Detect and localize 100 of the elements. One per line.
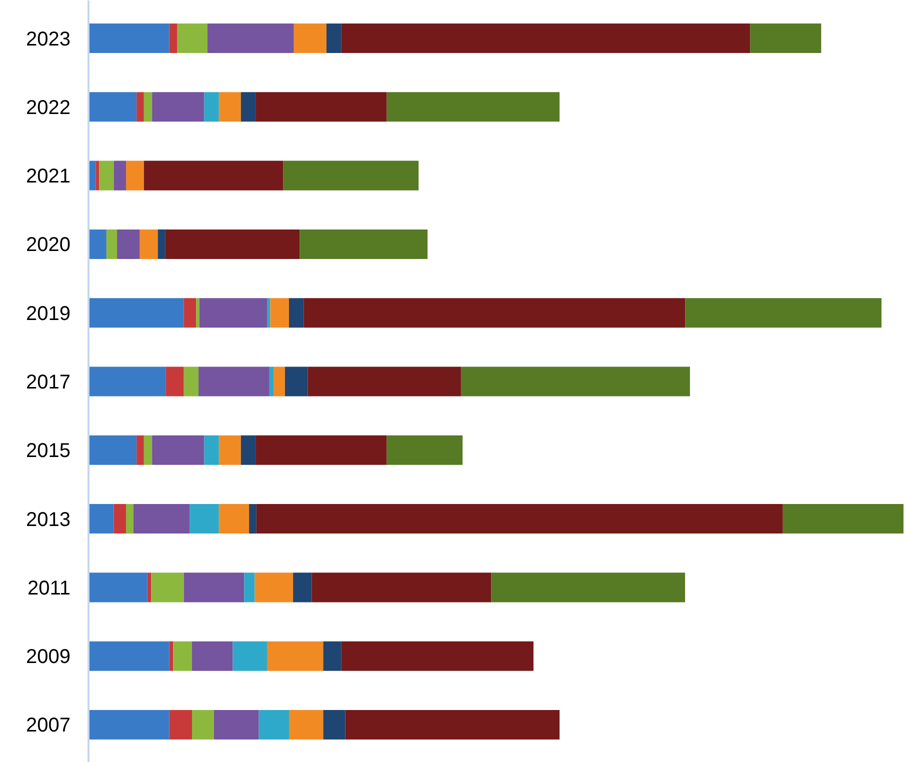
bar: [144, 160, 284, 190]
bar: [184, 298, 196, 328]
bar: [218, 92, 241, 122]
bar: [165, 229, 300, 259]
bar: [169, 23, 178, 54]
bar: [460, 366, 690, 396]
bar: [207, 23, 294, 54]
bar: [288, 298, 304, 328]
y-tick-label: 2020: [26, 234, 71, 256]
bar: [88, 366, 166, 396]
bar: [88, 298, 184, 328]
bar: [133, 504, 190, 534]
bar: [323, 641, 342, 671]
y-tick-label: 2022: [26, 96, 71, 119]
y-tick-label: 2021: [26, 166, 71, 188]
bar: [198, 366, 270, 396]
bar: [169, 710, 192, 740]
bar: [144, 435, 152, 465]
bar: [126, 504, 134, 534]
y-tick-label: 2007: [26, 714, 71, 737]
bar: [256, 92, 387, 122]
bar: [114, 160, 126, 190]
bar: [158, 229, 166, 259]
bar: [249, 504, 256, 534]
bar: [151, 572, 184, 602]
bar: [218, 504, 250, 534]
y-tick-label: 2019: [26, 302, 71, 325]
bar: [184, 366, 199, 396]
bar: [173, 641, 192, 671]
bar: [300, 229, 428, 259]
bar: [96, 160, 100, 190]
bar: [345, 710, 560, 740]
bar: [308, 366, 461, 396]
bar: [126, 160, 144, 190]
bar: [106, 229, 118, 259]
bar: [218, 435, 241, 465]
y-tick-label: 2015: [26, 440, 71, 462]
y-tick-label: 2013: [26, 508, 71, 531]
bar: [147, 572, 152, 602]
y-tick-label: 2017: [26, 372, 71, 394]
bar: [326, 23, 342, 54]
bar: [99, 160, 114, 190]
bar: [491, 572, 686, 602]
bar: [196, 298, 200, 328]
y-tick-label: 2023: [26, 28, 71, 50]
bar: [190, 504, 219, 534]
bar: [177, 23, 208, 54]
bar: [266, 298, 270, 328]
bar: [88, 710, 170, 740]
bar: [294, 23, 326, 54]
bar: [274, 366, 285, 396]
bar: [782, 504, 904, 534]
bar: [88, 435, 137, 465]
bar: [323, 710, 346, 740]
bar: [269, 366, 274, 396]
bar: [88, 504, 114, 534]
bar: [288, 710, 324, 740]
bar: [284, 366, 308, 396]
bar: [341, 23, 750, 54]
y-tick-label: 2011: [27, 577, 71, 600]
bar: [152, 435, 204, 465]
bar: [204, 92, 219, 122]
bar: [386, 435, 463, 465]
bar: [192, 641, 233, 671]
bar: [192, 710, 214, 740]
bar: [199, 298, 267, 328]
bar: [256, 435, 387, 465]
bar: [258, 710, 289, 740]
bar: [283, 160, 419, 190]
bar: [304, 298, 686, 328]
bar: [232, 641, 267, 671]
bar: [88, 641, 170, 671]
bar: [88, 229, 106, 259]
bar: [254, 572, 294, 602]
bar: [166, 366, 184, 396]
bar: [136, 92, 144, 122]
y-tick-label: 2009: [26, 646, 71, 668]
bar: [114, 504, 126, 534]
bar: [240, 92, 256, 122]
bar: [136, 435, 144, 465]
bar: [152, 92, 204, 122]
bar: [88, 572, 148, 602]
bar: [204, 435, 219, 465]
bar: [244, 572, 255, 602]
bar: [293, 572, 312, 602]
bar: [341, 641, 534, 671]
bar: [256, 504, 783, 534]
bar: [140, 229, 158, 259]
bar: [270, 298, 289, 328]
bar: [88, 92, 137, 122]
bar: [214, 710, 259, 740]
bar: [266, 641, 324, 671]
bar: [685, 298, 882, 328]
bar: [386, 92, 560, 122]
bar: [750, 23, 822, 54]
bar: [312, 572, 492, 602]
bar: [169, 641, 174, 671]
bar: [144, 92, 152, 122]
bar: [117, 229, 140, 259]
bar: [184, 572, 244, 602]
